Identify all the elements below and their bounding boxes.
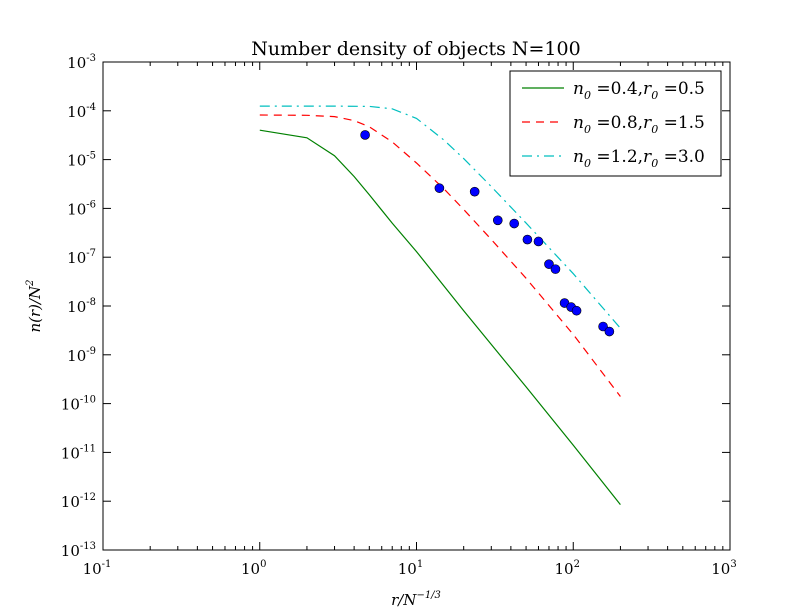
y-tick-label: 10-5	[67, 151, 96, 170]
data-point	[604, 326, 615, 337]
data-point	[360, 130, 370, 140]
x-tick-label: 100	[241, 559, 266, 578]
series-line-3	[259, 105, 621, 329]
x-tick-label: 101	[398, 559, 423, 578]
data-point	[550, 264, 561, 274]
y-tick-label: 10-3	[67, 53, 96, 72]
series-layer	[259, 105, 621, 505]
y-axis-label: n(r)/N2	[25, 279, 44, 332]
y-tick-label: 10-6	[67, 199, 96, 218]
y-tick-label: 10-11	[61, 443, 96, 462]
data-point	[571, 305, 582, 316]
data-point	[509, 218, 519, 229]
y-tick-label: 10-7	[67, 248, 96, 267]
x-tick-label: 102	[555, 559, 580, 578]
x-tick-label: 10-1	[83, 559, 112, 578]
axis-ticks: 10-1 100 101 102 103 10-3 10-4 10-5 10-6 10-7 10-8…	[61, 53, 737, 578]
chart-title: Number density of objects N=100	[251, 38, 580, 60]
data-point	[434, 183, 445, 193]
x-axis-label: r/N−1/3	[391, 590, 441, 609]
y-tick-label: 10-10	[61, 395, 96, 414]
data-point	[522, 234, 533, 245]
y-tick-label: 10-12	[61, 492, 96, 511]
data-point	[533, 236, 544, 247]
y-tick-label: 10-4	[67, 102, 96, 121]
legend-label: n0 =0.8,r0 =1.5	[573, 113, 705, 136]
y-tick-label: 10-8	[67, 297, 96, 316]
y-tick-label: 10-9	[67, 346, 96, 365]
data-point	[492, 215, 503, 226]
x-tick-label: 103	[711, 559, 736, 578]
legend-label: n0 =1.2,r0 =3.0	[573, 147, 705, 170]
series-line-1	[259, 129, 621, 505]
y-tick-label: 10-13	[61, 541, 96, 560]
series-line-2	[259, 114, 621, 397]
data-point	[598, 321, 608, 332]
legend: n0 =0.4,r0 =0.5 n0 =0.8,r0 =1.5 n0 =1.2,r0…	[509, 70, 722, 177]
data-point	[544, 259, 554, 269]
data-point	[469, 186, 480, 197]
legend-label: n0 =0.4,r0 =0.5	[573, 79, 705, 102]
